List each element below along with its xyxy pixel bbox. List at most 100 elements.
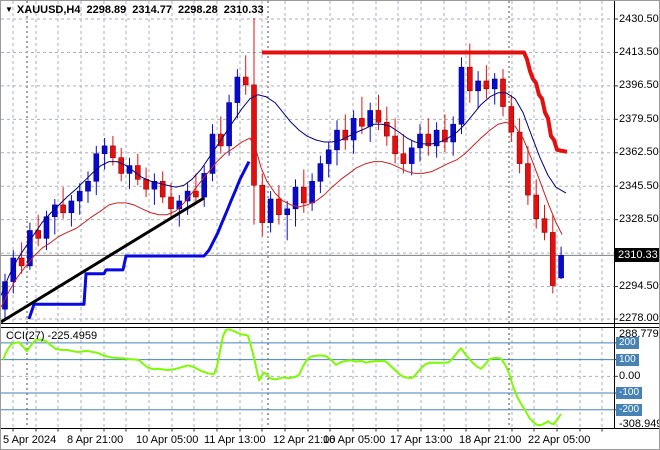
candle-bearish: [18, 257, 25, 267]
ma-fast-line: [1, 92, 567, 296]
price-axis-label: 2413.50: [619, 45, 659, 58]
time-axis-label: 17 Apr 13:00: [390, 434, 453, 446]
price-axis-label: 2396.50: [619, 79, 659, 92]
trend-steps-up-line: [27, 160, 251, 320]
candle-bearish: [533, 194, 540, 219]
ma-slow-line: [1, 121, 563, 308]
candle-bearish: [168, 196, 174, 210]
candle-bearish: [159, 180, 166, 198]
ohlc-low: 2298.28: [178, 4, 218, 16]
candle-bullish: [317, 163, 324, 182]
candle-bearish: [525, 163, 531, 196]
candle-bearish: [516, 131, 523, 164]
candle-bearish: [400, 153, 407, 164]
cci-level-badge: -100: [616, 387, 643, 400]
time-axis-label: 10 Apr 05:00: [136, 434, 199, 446]
candle-bearish: [541, 218, 548, 233]
price-axis-label: 2430.50: [619, 12, 659, 25]
price-axis-label: 2294.50: [619, 280, 659, 293]
cci-axis-label: -308.9494: [619, 418, 659, 430]
candle-bearish: [110, 145, 116, 158]
candle-bullish: [85, 180, 91, 192]
cci-axis-label: 0.00: [619, 369, 641, 382]
current-price-badge: 2310.33: [615, 248, 659, 263]
candle-bullish: [417, 133, 423, 149]
candle-bullish: [325, 149, 332, 164]
candle-bearish: [342, 129, 349, 141]
candle-bearish: [143, 179, 149, 190]
candle-bullish: [475, 80, 481, 92]
candle-bearish: [193, 190, 199, 198]
candle-bullish: [458, 66, 465, 125]
candle-bearish: [35, 230, 42, 239]
candle-bullish: [43, 216, 50, 239]
candle-bullish: [201, 173, 207, 198]
time-axis-label: 8 Apr 21:00: [67, 434, 124, 446]
candle-bullish: [234, 76, 241, 103]
candle-bearish: [359, 118, 365, 127]
candle-bullish: [309, 180, 315, 204]
cci-panel: [1, 328, 614, 427]
candle-bearish: [375, 110, 382, 123]
candle-bearish: [383, 121, 390, 137]
cci-level-badge: 200: [616, 336, 639, 349]
ohlc-open: 2298.89: [86, 4, 127, 16]
cci-axis-label: 288.7799: [619, 328, 659, 340]
candle-bullish: [284, 208, 291, 216]
candle-bullish: [367, 110, 374, 127]
candle-bearish: [259, 184, 266, 223]
price-axis-label: 2328.50: [619, 213, 659, 226]
trendline: [1, 196, 205, 323]
time-axis-label: 5 Apr 2024: [3, 434, 57, 446]
candle-bullish: [209, 133, 216, 174]
candle-bullish: [292, 186, 299, 210]
candle-bullish: [558, 255, 564, 279]
candle-bullish: [76, 190, 83, 202]
candle-bearish: [425, 133, 432, 147]
symbol-period-label: XAUUSD,H4: [16, 4, 81, 16]
cci-line: [2, 328, 562, 427]
cci-level-badge: -200: [616, 403, 643, 416]
candle-bearish: [508, 106, 515, 133]
candle-bearish: [118, 157, 124, 174]
candle-bearish: [483, 80, 490, 90]
candle-bullish: [68, 200, 75, 214]
trend-steps-down-line: [262, 50, 568, 154]
symbol-dropdown-icon[interactable]: ▼: [5, 5, 13, 14]
candle-bearish: [60, 204, 66, 214]
chart-title: ▼ XAUUSD,H4 2298.89 2314.77 2298.28 2310.33: [5, 4, 264, 16]
time-axis-label: 22 Apr 05:00: [528, 434, 591, 446]
candle-bullish: [101, 145, 108, 155]
candle-bullish: [433, 129, 440, 147]
candle-bullish: [151, 180, 158, 190]
candle-bullish: [408, 147, 415, 164]
candle-bullish: [267, 198, 274, 223]
cci-level-badge: 100: [616, 353, 639, 366]
price-axis-label: 2345.50: [619, 179, 659, 192]
candle-bearish: [466, 66, 473, 92]
candle-bullish: [491, 78, 498, 90]
time-axis-label: 18 Apr 21:00: [459, 434, 522, 446]
main-panel: [1, 18, 614, 323]
candle-bearish: [300, 186, 307, 204]
time-axis-label: 12 Apr 21:00: [273, 434, 336, 446]
candle-bearish: [242, 76, 249, 86]
time-axis-label: 11 Apr 13:00: [204, 434, 266, 446]
candle-bearish: [276, 198, 282, 216]
candle-bearish: [442, 129, 448, 143]
ohlc-high: 2314.77: [132, 4, 173, 16]
candle-bullish: [27, 230, 33, 267]
candle-bearish: [251, 84, 257, 186]
price-axis-label: 2362.50: [619, 146, 659, 159]
cci-indicator-label: CCI(27) -225.4959: [6, 330, 98, 342]
ohlc-close: 2310.33: [223, 4, 264, 16]
candle-bearish: [549, 232, 556, 286]
candle-bearish: [392, 135, 398, 155]
candle-bullish: [350, 118, 357, 141]
time-axis-label: 16 Apr 05:00: [323, 434, 386, 446]
price-axis-label: 2278.00: [619, 312, 659, 325]
candle-bullish: [10, 257, 17, 282]
price-axis-label: 2379.50: [619, 112, 659, 125]
